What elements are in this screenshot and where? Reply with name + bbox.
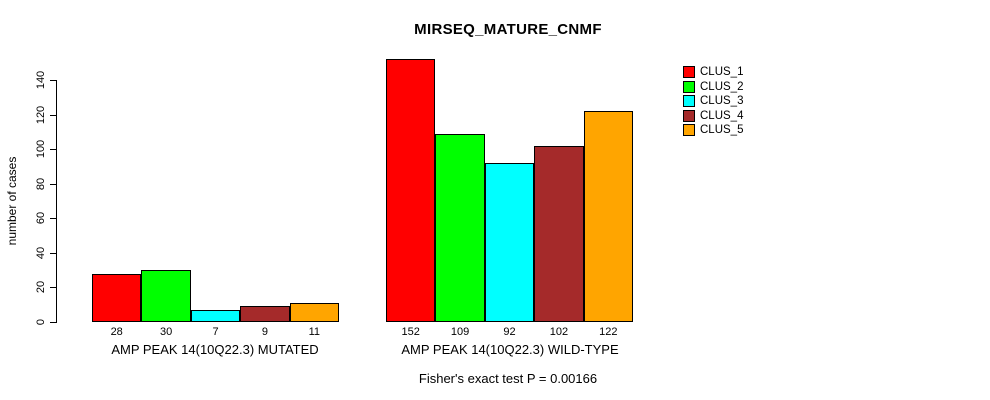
bar-clus_3-group2 (484, 162, 535, 322)
bar-clus_4-group2 (534, 145, 584, 322)
bar-value-label: 28 (110, 326, 123, 338)
group-label-wildtype: AMP PEAK 14(10Q22.3) WILD-TYPE (401, 342, 619, 357)
bar-clus_2-group2 (435, 133, 485, 322)
y-axis-tick-label: 140 (35, 70, 47, 90)
bar-clus_5-group2 (583, 111, 633, 322)
bar-value-label: 122 (599, 326, 618, 338)
legend-label: CLUS_3 (700, 95, 744, 107)
y-axis-tick (50, 114, 56, 116)
bar-value-label: 11 (308, 326, 321, 338)
legend-item-clus_5: CLUS_5 (683, 124, 743, 136)
legend-item-clus_4: CLUS_4 (683, 109, 744, 122)
legend-swatch-icon (683, 109, 695, 122)
y-axis-line (56, 80, 57, 323)
y-axis-tick (50, 287, 56, 289)
legend-label: CLUS_1 (700, 66, 744, 78)
y-axis-label: number of cases (5, 156, 19, 246)
bar-clus_5-group1 (289, 302, 339, 322)
legend-swatch-icon (683, 124, 695, 136)
y-axis-tick-label: 100 (35, 139, 47, 159)
bar-value-label: 109 (450, 326, 470, 338)
y-axis-tick (50, 218, 56, 220)
y-axis-tick (50, 183, 56, 185)
y-axis-tick-label: 20 (35, 281, 47, 294)
y-axis-tick (50, 149, 56, 151)
y-axis-tick (50, 252, 56, 254)
bar-value-label: 30 (159, 326, 173, 338)
y-axis-tick-label: 40 (35, 246, 47, 259)
legend-item-clus_3: CLUS_3 (683, 95, 743, 107)
bar-clus_4-group1 (240, 306, 290, 322)
legend-label: CLUS_2 (700, 80, 744, 93)
chart-title: MIRSEQ_MATURE_CNMF (414, 21, 602, 38)
legend-item-clus_1: CLUS_1 (683, 66, 743, 78)
legend-item-clus_2: CLUS_2 (683, 80, 744, 93)
legend-label: CLUS_4 (700, 109, 744, 122)
y-axis-tick (50, 80, 56, 81)
legend-label: CLUS_5 (700, 124, 744, 136)
bar-clus_2-group1 (141, 270, 191, 322)
y-axis-tick-label: 120 (35, 105, 47, 124)
legend-swatch-icon (683, 80, 695, 93)
bar-value-label: 152 (401, 326, 420, 338)
footer-note: Fisher's exact test P = 0.00166 (418, 371, 598, 386)
y-axis-tick (50, 322, 56, 323)
bar-value-label: 102 (549, 326, 569, 338)
legend-swatch-icon (683, 66, 695, 78)
y-axis-tick-label: 80 (35, 177, 47, 190)
bar-value-label: 7 (212, 326, 219, 338)
y-axis-tick-label: 0 (35, 318, 47, 326)
legend-swatch-icon (683, 95, 695, 107)
y-axis-tick-label: 60 (35, 212, 47, 225)
bar-value-label: 9 (261, 326, 268, 338)
group-label-mutated: AMP PEAK 14(10Q22.3) MUTATED (111, 342, 319, 357)
bar-clus_1-group2 (386, 59, 436, 322)
bar-clus_1-group1 (92, 273, 142, 322)
bar-clus_3-group1 (190, 309, 241, 322)
bar-value-label: 92 (503, 326, 516, 338)
